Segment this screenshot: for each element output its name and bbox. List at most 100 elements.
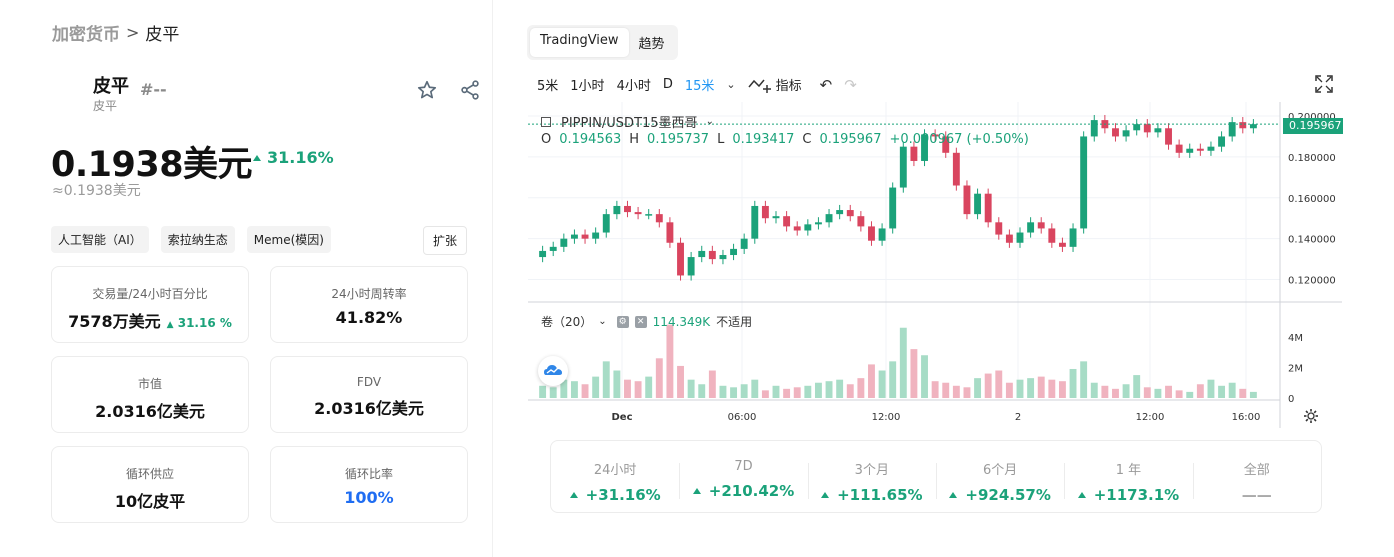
- chart-toolbar: 5米 1小时 4小时 D 15米 ⌄ 指标 ↶ ↷: [537, 75, 869, 95]
- change-value: +0.000967 (+0.50%): [889, 132, 1029, 147]
- star-icon[interactable]: [416, 79, 438, 101]
- volume-bars: [539, 324, 1257, 398]
- perf-value-text: +924.57%: [965, 486, 1051, 504]
- fullscreen-icon[interactable]: [1315, 75, 1333, 93]
- share-icon[interactable]: [459, 79, 481, 101]
- close-icon[interactable]: ✕: [634, 315, 647, 328]
- volume-bar: [1133, 375, 1141, 398]
- candle-body: [751, 205, 759, 239]
- volume-bar: [655, 358, 663, 398]
- tag-meme[interactable]: Meme(模因): [246, 226, 331, 253]
- candle-body: [1133, 124, 1141, 131]
- stat-label: 市值: [137, 377, 162, 391]
- stat-value: 2.0316亿美元: [95, 402, 205, 421]
- volume-bar: [878, 370, 886, 398]
- volume-bar: [1005, 382, 1013, 398]
- perf-label: 7D: [734, 459, 753, 474]
- candle-body: [868, 226, 875, 241]
- candle-body: [772, 216, 780, 219]
- perf-value: ——: [1241, 486, 1272, 504]
- tab-trend[interactable]: 趋势: [638, 37, 665, 52]
- stat-label: 循环比率: [344, 467, 393, 481]
- candle-body: [560, 238, 568, 247]
- candle-body: [974, 193, 982, 215]
- interval-1d[interactable]: D: [662, 77, 673, 92]
- candle-body: [1005, 234, 1013, 243]
- volume-bar: [1143, 387, 1151, 398]
- expand-button[interactable]: 扩张: [423, 226, 468, 255]
- tag-ai[interactable]: 人工智能（AI）: [51, 226, 149, 253]
- perf-label: 全部: [1243, 463, 1270, 478]
- stat-card-circulating-ratio: 循环比率 100%: [270, 446, 468, 523]
- candle-body: [570, 234, 578, 239]
- candle-body: [963, 185, 971, 215]
- gear-icon[interactable]: [1303, 408, 1319, 424]
- y-tick-label: 0.140000: [1288, 235, 1336, 246]
- chevron-down-icon[interactable]: ⌄: [726, 78, 736, 91]
- interval-5m[interactable]: 5米: [537, 79, 559, 94]
- candle-body: [761, 205, 769, 219]
- interval-15m[interactable]: 15米: [684, 79, 715, 94]
- y-tick-label: 0.160000: [1288, 194, 1336, 205]
- candle-body: [645, 214, 653, 216]
- perf-value-text: +111.65%: [837, 486, 923, 504]
- perf-label: 24小时: [593, 463, 637, 478]
- settings-icon[interactable]: ⚙: [616, 315, 629, 328]
- candle-body: [655, 214, 663, 223]
- volume-bar: [645, 376, 653, 398]
- stat-value: 10亿皮平: [114, 492, 186, 511]
- candle-body: [1186, 148, 1194, 153]
- tab-tradingview[interactable]: TradingView: [530, 28, 629, 57]
- price-converted: ≈0.1938美元: [52, 183, 141, 199]
- candle-body: [1048, 228, 1056, 243]
- candle-body: [836, 210, 844, 215]
- indicators-button[interactable]: 指标: [775, 79, 802, 94]
- chevron-down-icon[interactable]: ⌄: [598, 316, 607, 327]
- candle-body: [878, 228, 886, 241]
- volume-bar: [687, 379, 695, 398]
- breadcrumb-parent[interactable]: 加密货币: [52, 25, 120, 45]
- x-tick-label: 12:00: [1136, 412, 1165, 423]
- interval-4h[interactable]: 4小时: [616, 79, 651, 94]
- volume-bar: [751, 379, 759, 398]
- volume-bar: [1239, 388, 1247, 398]
- tag-solana[interactable]: 索拉纳生态: [160, 226, 235, 253]
- undo-icon[interactable]: ↶: [819, 75, 833, 94]
- candle-body: [708, 250, 716, 260]
- high-value: 0.195737: [647, 132, 710, 147]
- candle-body: [666, 222, 674, 243]
- high-label: H: [629, 132, 640, 147]
- candle-body: [814, 222, 822, 225]
- price-chart[interactable]: 0.200000 0.180000 0.160000 0.140000 0.120000…: [528, 102, 1343, 432]
- candle-body: [942, 136, 950, 153]
- volume-change-value: 31.16 %: [177, 316, 232, 330]
- volume-bar: [889, 361, 897, 398]
- collapse-icon[interactable]: [541, 116, 551, 127]
- volume-bar: [1090, 382, 1098, 398]
- volume-bar: [825, 381, 833, 398]
- tradingview-logo-icon[interactable]: [538, 356, 568, 386]
- volume-bar: [549, 387, 557, 398]
- x-tick-label: 06:00: [728, 412, 757, 423]
- candle-body: [1154, 128, 1162, 133]
- x-tick-label: 12:00: [872, 412, 901, 423]
- candle-body: [1016, 232, 1024, 243]
- y-tick-label: 0.120000: [1288, 276, 1336, 287]
- volume-value: 7578万美元: [68, 312, 161, 331]
- redo-icon[interactable]: ↷: [844, 75, 857, 94]
- volume-bar: [677, 365, 684, 398]
- perf-value: +1173.1%: [1064, 486, 1192, 504]
- volume-bar: [974, 378, 982, 398]
- chart-grid: [528, 102, 1280, 398]
- volume-bar: [1207, 379, 1215, 398]
- chevron-down-icon[interactable]: ⌄: [705, 116, 714, 127]
- volume-bar: [1175, 390, 1183, 398]
- candle-body: [687, 257, 695, 276]
- volume-bar: [793, 387, 801, 398]
- indicator-icon[interactable]: [748, 76, 772, 94]
- candle-body: [1196, 148, 1204, 151]
- volume-label: 卷（20）: [541, 315, 593, 329]
- coin-symbol: 皮平: [93, 99, 118, 113]
- interval-1h[interactable]: 1小时: [570, 79, 605, 94]
- volume-bar: [1196, 384, 1204, 398]
